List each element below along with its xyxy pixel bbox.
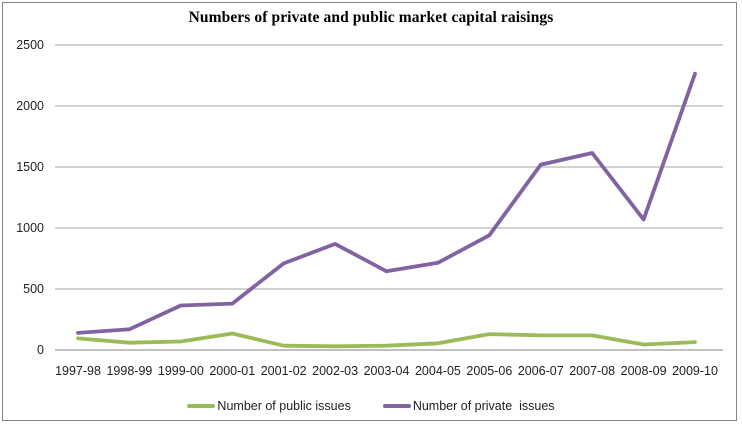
- legend-swatch-public-line: [187, 404, 216, 408]
- series-line-private: [76, 71, 697, 335]
- x-tick-label: 2004-05: [414, 364, 461, 378]
- legend-item-private: Number of private issues: [382, 399, 555, 413]
- x-tick-label: 2009-10: [672, 364, 718, 378]
- x-tick-label: 1997-98: [55, 364, 101, 378]
- x-tick-label: 2000-01: [209, 364, 256, 378]
- x-tick-label: 2006-07: [517, 364, 564, 378]
- legend: Number of public issues Number of privat…: [0, 399, 742, 413]
- x-tick-label: 1998-99: [106, 364, 153, 378]
- series-line-public: [76, 331, 697, 349]
- y-tick-label: 1000: [16, 221, 44, 235]
- x-tick-label: 2001-02: [260, 364, 307, 378]
- x-tick-label: 2005-06: [466, 364, 513, 378]
- x-tick-label: 2003-04: [363, 364, 410, 378]
- legend-label-private: Number of private issues: [412, 399, 555, 413]
- y-tick-label: 1500: [16, 160, 44, 174]
- chart-border: [2, 2, 737, 421]
- y-tick-label: 500: [23, 282, 44, 296]
- y-tick-label: 2000: [16, 99, 44, 113]
- legend-label-public: Number of public issues: [217, 399, 351, 413]
- x-tick-label: 1999-00: [157, 364, 204, 378]
- legend-swatch-private-line: [382, 404, 411, 408]
- y-tick-label: 2500: [16, 38, 44, 52]
- x-tick-label: 2002-03: [312, 364, 359, 378]
- x-tick-label: 2007-08: [569, 364, 616, 378]
- chart-title: Numbers of private and public market cap…: [188, 9, 554, 26]
- x-tick-label: 2008-09: [620, 364, 667, 378]
- legend-item-public: Number of public issues: [187, 399, 351, 413]
- y-tick-label: 0: [37, 343, 44, 357]
